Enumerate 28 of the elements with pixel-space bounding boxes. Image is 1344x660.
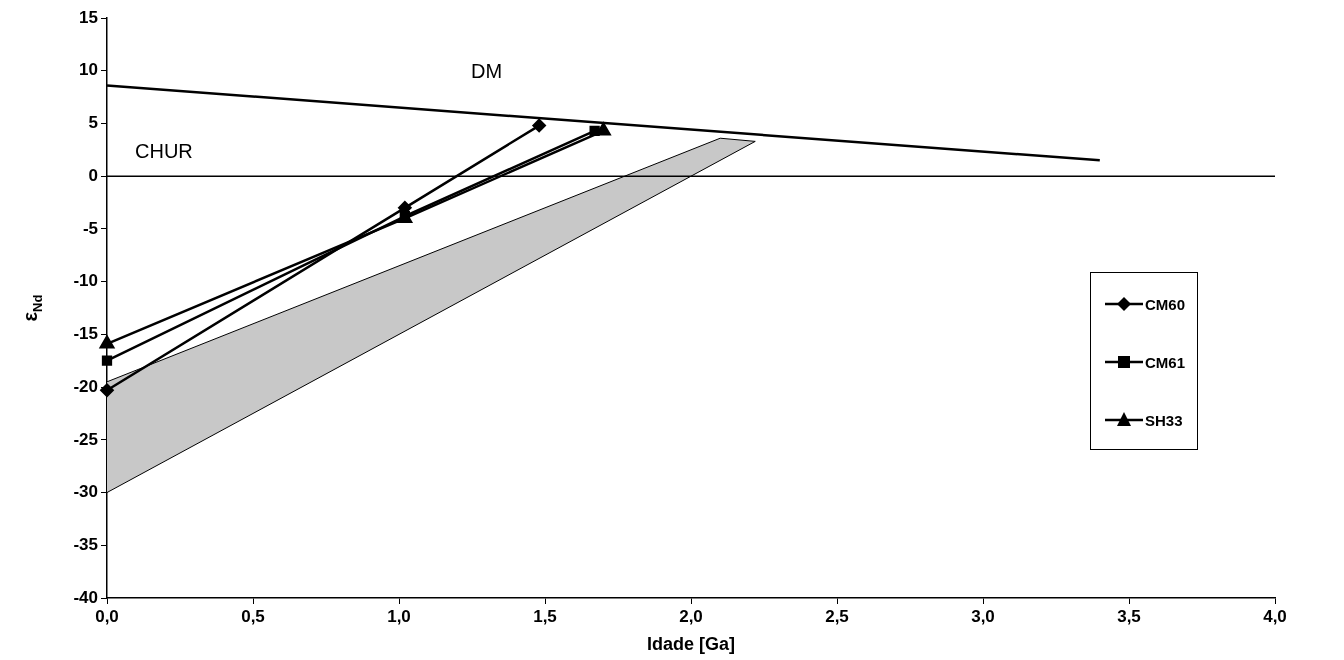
y-tick-label: -35 bbox=[73, 534, 98, 554]
y-axis-title: εNd bbox=[19, 294, 45, 322]
y-tick-label: 5 bbox=[88, 113, 98, 133]
ref-line-label: CHUR bbox=[135, 139, 193, 162]
y-tick-label: -15 bbox=[73, 324, 98, 344]
x-tick-label: 0,0 bbox=[95, 606, 119, 626]
x-axis-title: Idade [Ga] bbox=[646, 634, 736, 655]
annotation: DM bbox=[471, 59, 503, 82]
legend-label: SH33 bbox=[1145, 411, 1183, 429]
y-tick-label: 0 bbox=[88, 165, 98, 185]
y-tick-label: -20 bbox=[73, 376, 98, 396]
y-tick-label: 15 bbox=[79, 7, 98, 27]
x-tick-label: 2,5 bbox=[825, 606, 849, 626]
y-tick-label: -30 bbox=[73, 482, 98, 502]
x-tick-label: 3,0 bbox=[971, 606, 995, 626]
legend-label: CM61 bbox=[1145, 353, 1186, 371]
x-tick-label: 0,5 bbox=[241, 606, 265, 626]
y-tick-label: 10 bbox=[79, 60, 98, 80]
x-tick-label: 3,5 bbox=[1117, 606, 1141, 626]
y-tick-label: -40 bbox=[73, 587, 98, 607]
y-tick-label: -25 bbox=[73, 429, 98, 449]
x-tick-label: 1,0 bbox=[387, 606, 411, 626]
x-tick-label: 4,0 bbox=[1263, 606, 1287, 626]
x-tick-label: 2,0 bbox=[679, 606, 703, 626]
y-tick-label: -10 bbox=[73, 271, 98, 291]
y-tick-label: -5 bbox=[82, 218, 98, 238]
x-tick-label: 1,5 bbox=[533, 606, 557, 626]
legend-label: CM60 bbox=[1145, 295, 1186, 313]
